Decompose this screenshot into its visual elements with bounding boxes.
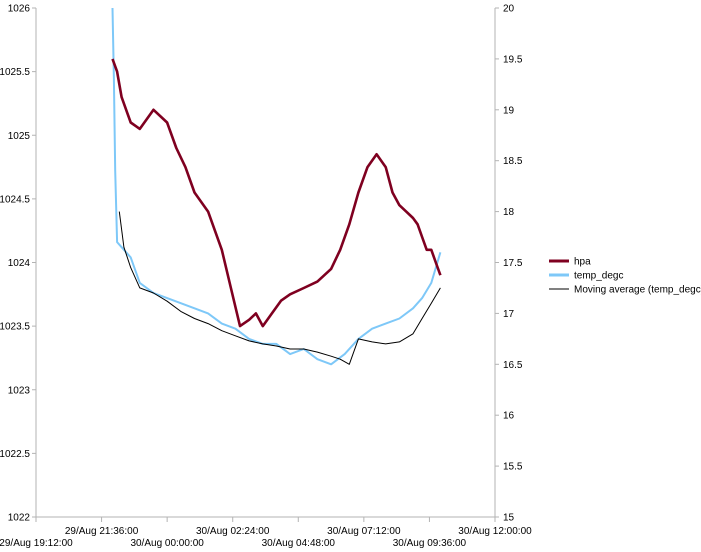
left-tick-label: 1025 — [8, 131, 31, 142]
left-tick-label: 1023.5 — [0, 322, 30, 333]
left-axis-ticks: 1026 1025.5 1025 1024.5 1024 1023.5 1023 1022.5… — [0, 4, 36, 524]
left-tick-label: 1022.5 — [0, 449, 30, 460]
right-tick-label: 16.5 — [503, 360, 523, 371]
series-line-moving-average-temp-degc — [118, 211, 441, 365]
legend-item: hpa — [549, 257, 591, 268]
right-tick-label: 16 — [503, 411, 515, 422]
right-tick-label: 20 — [503, 4, 515, 15]
right-tick-label: 18.5 — [503, 156, 523, 167]
x-axis-ticks: 29/Aug 19:12:00 30/Aug 00:00:00 30/Aug 04:… — [0, 517, 532, 549]
x-tick-label: 29/Aug 21:36:00 — [65, 526, 139, 537]
x-tick-label: 30/Aug 07:12:00 — [327, 526, 401, 537]
left-tick-label: 1024 — [8, 258, 31, 269]
right-tick-label: 19 — [503, 105, 515, 116]
x-tick-label: 30/Aug 00:00:00 — [130, 538, 204, 549]
right-tick-label: 15 — [503, 513, 515, 524]
legend-label: temp_degc — [574, 271, 623, 282]
x-tick-label: 29/Aug 19:12:00 — [0, 538, 73, 549]
series-line-hpa — [111, 58, 442, 328]
right-axis-ticks: 20 19.5 19 18.5 18 17.5 17 16.5 16 15.5 15 — [495, 4, 523, 524]
plot-area — [35, 8, 496, 518]
legend-item: Moving average (temp_degc) — [549, 285, 701, 296]
right-tick-label: 17 — [503, 309, 515, 320]
x-tick-label: 30/Aug 02:24:00 — [196, 526, 270, 537]
right-tick-label: 17.5 — [503, 258, 523, 269]
x-tick-label: 30/Aug 09:36:00 — [393, 538, 467, 549]
right-tick-label: 18 — [503, 207, 515, 218]
legend: hpa temp_degc Moving average (temp_degc) — [549, 257, 701, 296]
left-tick-label: 1023 — [8, 385, 31, 396]
legend-item: temp_degc — [549, 271, 623, 282]
legend-label: Moving average (temp_degc) — [574, 285, 701, 296]
legend-label: hpa — [574, 257, 591, 268]
left-tick-label: 1025.5 — [0, 67, 30, 78]
plot-frame — [36, 8, 495, 517]
right-tick-label: 15.5 — [503, 462, 523, 473]
left-tick-label: 1026 — [8, 4, 31, 15]
x-tick-label: 30/Aug 12:00:00 — [458, 526, 532, 537]
series-line-temp-degc — [111, 7, 442, 366]
series-layer — [111, 7, 442, 366]
right-tick-label: 19.5 — [503, 54, 523, 65]
left-tick-label: 1024.5 — [0, 194, 30, 205]
x-tick-label: 30/Aug 04:48:00 — [262, 538, 336, 549]
left-tick-label: 1022 — [8, 513, 31, 524]
